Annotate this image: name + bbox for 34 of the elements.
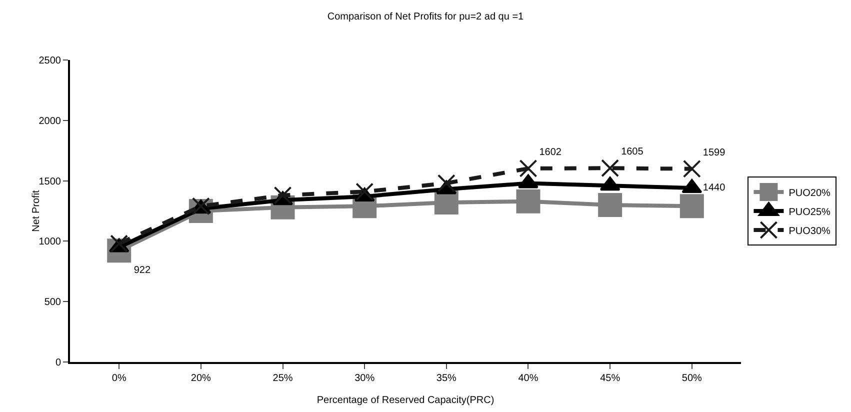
chart-title: Comparison of Net Profits for pu=2 ad qu =1 <box>327 11 524 22</box>
data-label: 1602 <box>539 146 562 158</box>
point <box>437 174 456 192</box>
legend-label: PUO25% <box>788 206 831 218</box>
point <box>601 159 620 178</box>
x-tick-label: 50% <box>682 373 702 384</box>
point <box>598 192 622 217</box>
y-tick-label: 500 <box>44 297 62 308</box>
point <box>516 189 540 214</box>
point <box>274 186 292 204</box>
data-label: 1440 <box>702 182 726 194</box>
point <box>680 194 704 218</box>
x-tick-label: 25% <box>272 373 293 384</box>
point <box>356 182 374 201</box>
x-tick-label: 40% <box>518 373 538 384</box>
legend-label: PUO20% <box>788 188 831 199</box>
data-label: 1599 <box>702 147 726 158</box>
y-tick-label: 1500 <box>38 176 62 188</box>
y-tick-label: 0 <box>55 358 62 368</box>
x-tick-label: 0% <box>112 373 126 384</box>
y-tick-label: 2000 <box>38 116 62 127</box>
data-label: 922 <box>134 264 151 276</box>
x-tick-label: 30% <box>354 373 375 384</box>
x-tick-label: 45% <box>600 373 620 384</box>
data-label: 1605 <box>621 146 644 158</box>
y-tick-label: 2500 <box>38 56 62 66</box>
y-axis-title: Net Profit <box>31 190 42 232</box>
y-tick-label: 1000 <box>38 236 62 248</box>
x-axis-title: Percentage of Reserved Capacity(PRC) <box>316 395 494 406</box>
point <box>682 160 701 178</box>
x-tick-label: 20% <box>190 373 212 384</box>
legend-label: PUO30% <box>788 226 831 237</box>
x-tick-label: 35% <box>436 373 457 384</box>
point <box>519 159 538 178</box>
